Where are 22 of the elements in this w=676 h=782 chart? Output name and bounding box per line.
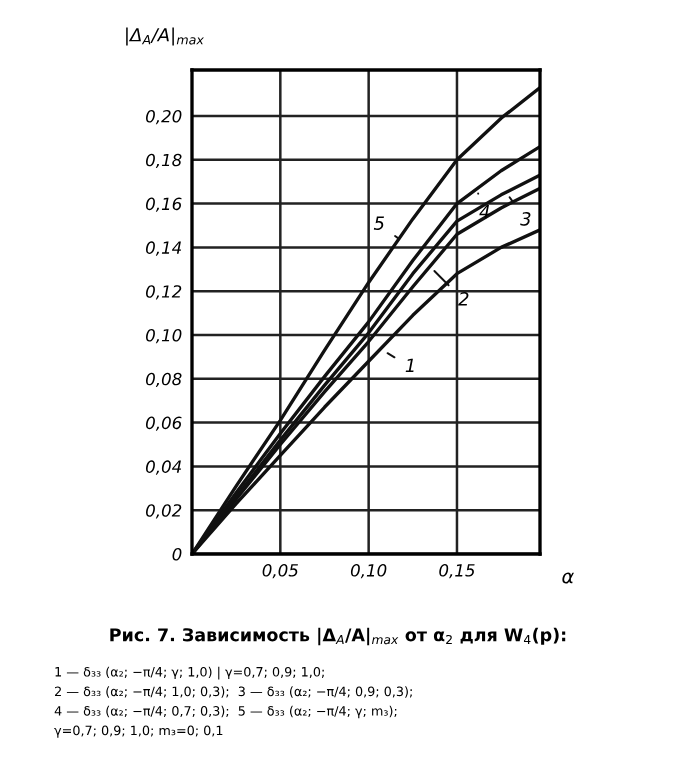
y-axis-title: |Δ$_{A}$/A|$_{max}$ [126,27,204,46]
annotation: 2 [458,292,469,306]
x-tick-label: 0,15 [439,564,475,579]
x-tick-label: 0,05 [262,564,298,579]
y-tick-label: 0,08 [146,372,182,388]
y-tick-label: 0,18 [146,153,182,169]
y-tick-label: 0,20 [146,109,182,125]
y-tick-label: 0,16 [146,197,182,212]
y-tick-label: 0 [172,547,182,561]
y-tick-label: 0,06 [146,416,182,431]
y-tick-label: 0,12 [146,285,182,300]
y-tick-label: 0,02 [146,504,182,519]
y-tick-label: 0,14 [146,241,182,256]
annotation: 3 [520,212,531,226]
annotation: 4 [479,205,490,219]
x-axis-title: α [562,572,574,584]
annotation: 1 [405,358,414,372]
text: Рис. 7. Зависимость |Δ$_{A}$/A|$_{max}$ от α$_{2}$ для W$_{4}$(p): [110,627,566,646]
y-tick-label: 0,04 [146,460,182,475]
x-tick-label: 0,10 [350,564,387,579]
y-tick-label: 0,10 [146,328,182,344]
annotation: 5 [373,216,384,230]
